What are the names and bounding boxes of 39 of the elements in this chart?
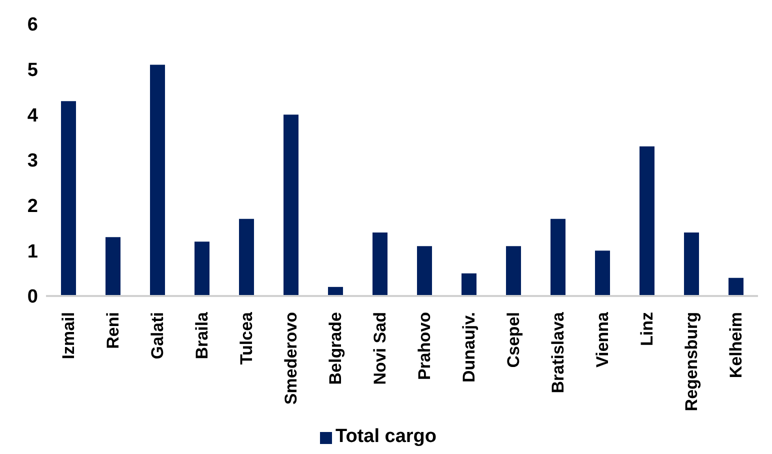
bar [640,146,654,296]
x-tick-label: Vienna [592,311,612,368]
bar [150,64,165,296]
y-tick-label: 5 [27,60,38,82]
x-tick-label: Csepel [504,312,523,368]
x-tick-label: Galati [148,312,167,360]
x-tick-label: Regensburg [682,312,701,412]
bar [550,218,566,296]
x-tick-label: Izmail [58,312,78,360]
bar [506,246,521,296]
x-tick-label: Novi Sad [370,312,390,385]
bar [462,273,476,296]
x-tick-label: Bratislava [548,311,568,394]
y-tick-label: 2 [27,196,38,218]
bar [194,242,210,296]
bar [106,237,120,296]
bar [239,218,254,296]
bar [728,278,744,296]
bar [417,246,432,296]
x-tick-label: Belgrade [326,312,345,385]
x-tick-label: Linz [637,312,656,346]
x-tick-label: Reni [103,312,122,349]
x-tick-label: Tulcea [236,311,256,365]
x-tick-label: Smederovo [281,312,300,405]
y-tick-label: 4 [27,105,38,126]
bar [284,114,298,296]
bar [595,250,610,296]
y-tick-label: 0 [27,286,38,308]
y-tick-label: 3 [27,150,38,172]
y-tick-label: 1 [27,241,38,262]
x-tick-label: Prahovo [414,312,434,380]
y-tick-label: 6 [27,14,38,36]
bar [372,232,388,296]
x-tick-label: Dunaujv. [459,312,478,383]
legend-label: Total cargo [336,426,436,447]
x-tick-label: Braila [192,311,212,360]
bar [61,101,76,296]
bar [684,232,699,296]
x-tick-label: Kelheim [726,312,746,378]
